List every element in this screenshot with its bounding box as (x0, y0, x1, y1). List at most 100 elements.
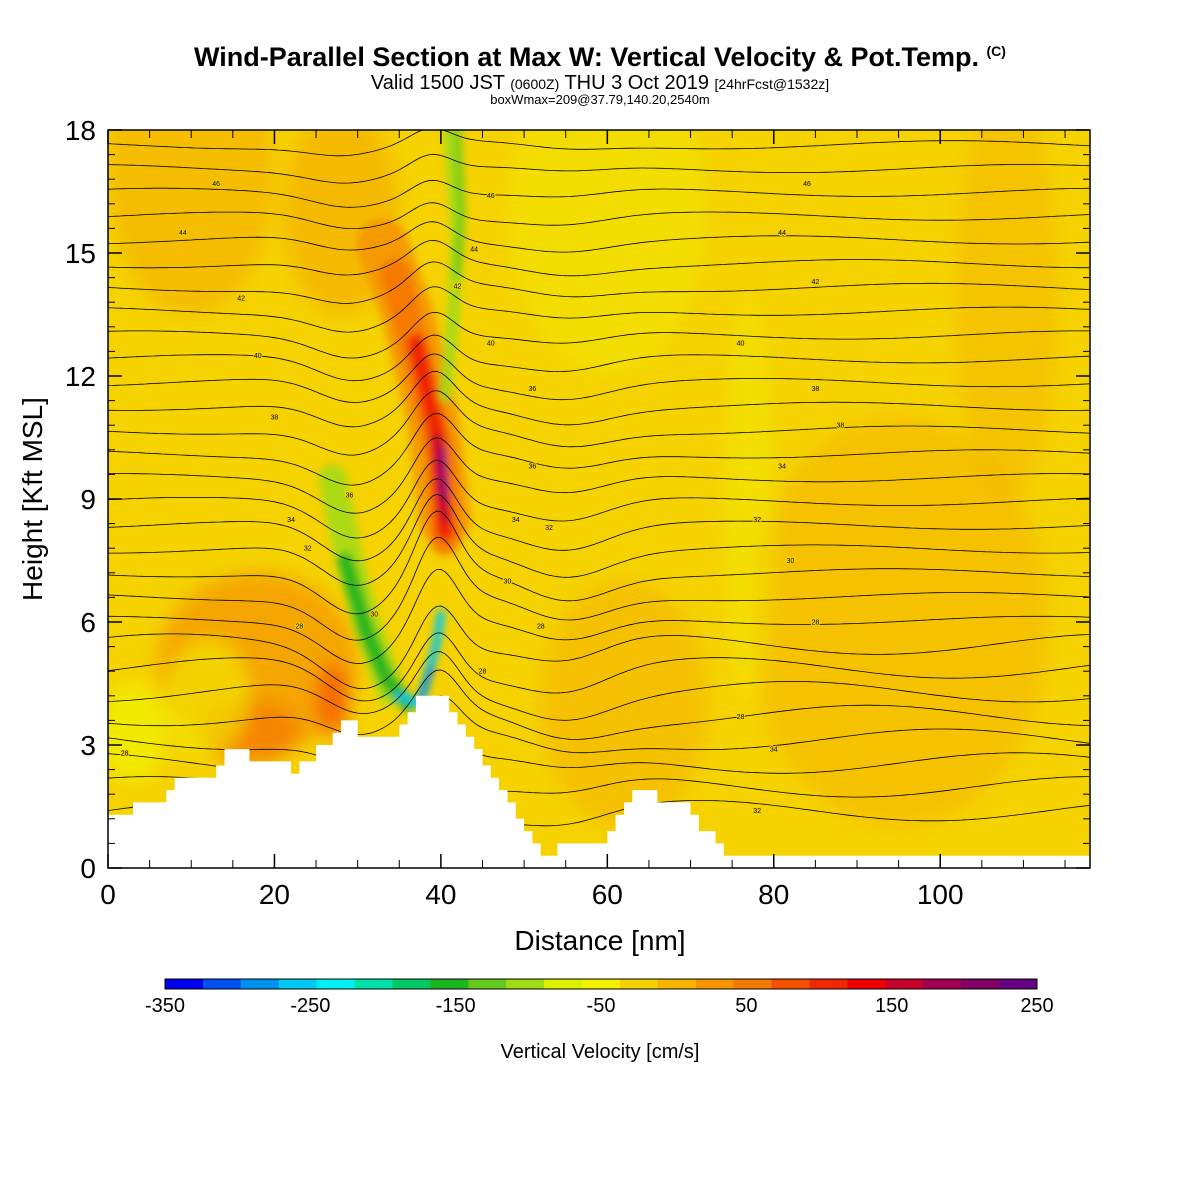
theta-contour (108, 695, 1090, 765)
theta-contour-label: 44 (778, 230, 786, 237)
colorbar-tick-label: -250 (290, 995, 330, 1017)
theta-contour-label: 30 (504, 579, 512, 586)
colorbar-tick-label: -150 (436, 995, 476, 1017)
theta-contour (108, 105, 1090, 129)
velocity-anomaly (507, 130, 708, 376)
x-tick-label: 100 (917, 879, 964, 910)
colorbar-swatch (961, 979, 1000, 989)
theta-contour-label: 42 (454, 283, 462, 290)
theta-contour (108, 286, 1090, 333)
theta-contour (108, 493, 1090, 586)
colorbar-frame (164, 978, 1038, 990)
theta-contour-label: 42 (237, 296, 245, 303)
y-axis-label: Height [Kft MSL] (17, 397, 48, 601)
y-tick-label: 18 (65, 115, 96, 146)
theta-contour-label: 40 (737, 341, 745, 348)
theta-contour (108, 632, 1090, 702)
y-tick-label: 9 (80, 484, 96, 515)
valid-time: Valid 1500 JST (0600Z) THU 3 Oct 2019 [2… (370, 72, 830, 94)
colorbar-swatch (468, 979, 507, 989)
box-wmax-subtitle: boxWmax=209@37.79,140.20,2540m (490, 92, 710, 107)
theta-contour-label: 36 (529, 464, 537, 471)
theta-contour-label: 30 (787, 558, 795, 565)
colorbar-swatch (582, 979, 621, 989)
theta-contour (108, 478, 1090, 562)
colorbar-swatch (847, 979, 886, 989)
colorbar-swatch (354, 979, 393, 989)
theta-contour (108, 202, 1090, 230)
colorbar-tick-label: 150 (875, 995, 908, 1017)
colorbar-swatch (202, 979, 242, 989)
colorbar-swatch (619, 979, 659, 989)
velocity-anomaly (956, 130, 1057, 499)
theta-contour-label: 44 (470, 246, 478, 253)
theta-contour-label: 28 (121, 751, 129, 758)
theta-contour-label: 42 (811, 279, 819, 286)
theta-contour-label: 28 (537, 624, 545, 631)
chart-title: Wind-Parallel Section at Max W: Vertical… (194, 42, 1006, 72)
updraft-peak (440, 447, 448, 502)
theta-contour (108, 390, 1090, 456)
colorbar-swatch (506, 979, 545, 989)
velocity-anomaly (540, 581, 708, 827)
x-tick-label: 20 (259, 879, 290, 910)
colorbar-tick-label: 250 (1020, 995, 1053, 1017)
x-tick-label: 0 (100, 879, 116, 910)
velocity-anomaly (166, 638, 250, 754)
theta-contour-label: 34 (287, 517, 295, 524)
velocity-anomaly (108, 130, 275, 315)
downdraft-upper-core (454, 130, 466, 277)
theta-contour (108, 334, 1090, 382)
y-tick-label: 12 (65, 361, 96, 392)
theta-contour-label: 28 (296, 624, 304, 631)
y-tick-label: 0 (80, 853, 96, 884)
colorbar-swatch (657, 979, 697, 989)
theta-contour-label: 30 (370, 611, 378, 618)
theta-contour (108, 605, 1090, 690)
theta-contour (108, 311, 1090, 359)
y-tick-label: 15 (65, 238, 96, 269)
y-tick-label: 6 (80, 607, 96, 638)
theta-contour (108, 412, 1090, 486)
theta-contour-label: 32 (753, 517, 761, 524)
theta-contour (108, 437, 1090, 514)
downdraft-lee-core (337, 552, 416, 712)
theta-contour (108, 651, 1090, 721)
theta-contour (108, 353, 1090, 403)
colorbar-swatch (999, 979, 1038, 989)
theta-contour (108, 568, 1090, 664)
colorbar-swatch (240, 979, 280, 989)
velocity-anomaly (748, 417, 1049, 827)
x-tick-label: 40 (425, 879, 456, 910)
theta-contour-label: 46 (803, 181, 811, 188)
theta-contour-label: 44 (179, 230, 187, 237)
vertical-velocity-field: 28 28 30 30 28 28 30 28 28 34 32 32 34 36 34 32 32 36 34 38… (108, 105, 1090, 868)
colorbar-swatch (885, 979, 924, 989)
theta-contour-label: 34 (770, 747, 778, 754)
colorbar-swatch (316, 979, 355, 989)
theta-contour-label: 32 (753, 808, 761, 815)
theta-contour-label: 38 (836, 423, 844, 430)
velocity-anomaly (316, 663, 350, 737)
theta-contour (108, 154, 1090, 184)
theta-contour-label: 46 (487, 193, 495, 200)
theta-contour-label: 34 (778, 464, 786, 471)
x-tick-label: 80 (758, 879, 789, 910)
theta-contour (108, 536, 1090, 641)
colorbar-swatch (733, 979, 772, 989)
theta-contour (108, 221, 1090, 253)
theta-contour-label: 36 (529, 386, 537, 393)
theta-contour-label: 28 (737, 714, 745, 721)
terrain (108, 695, 1090, 868)
downdraft-jet-core (418, 665, 435, 702)
theta-contour-label: 32 (304, 546, 312, 553)
theta-contour (108, 179, 1090, 208)
colorbar: -350 -250 -150 -50 50 150 250 (145, 978, 1054, 1017)
colorbar-label: Vertical Velocity [cm/s] (501, 1041, 700, 1063)
theta-contour (108, 239, 1090, 277)
theta-contour-label: 28 (811, 620, 819, 627)
colorbar-swatch (544, 979, 583, 989)
theta-contour-label: 38 (271, 415, 279, 422)
theta-contour-label: 46 (212, 181, 220, 188)
